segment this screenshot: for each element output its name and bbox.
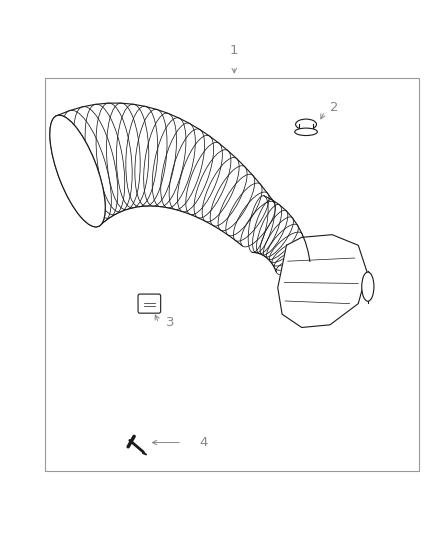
Ellipse shape	[362, 272, 374, 301]
Polygon shape	[143, 452, 147, 455]
Ellipse shape	[296, 119, 317, 130]
Text: 1: 1	[230, 44, 238, 57]
Ellipse shape	[295, 128, 318, 135]
Text: 2: 2	[330, 101, 339, 114]
Ellipse shape	[50, 115, 105, 227]
Text: 3: 3	[166, 316, 174, 329]
Text: 4: 4	[199, 436, 208, 449]
FancyBboxPatch shape	[138, 294, 161, 313]
Bar	[45, 78, 419, 471]
Polygon shape	[278, 235, 367, 327]
Bar	[299, 123, 313, 133]
